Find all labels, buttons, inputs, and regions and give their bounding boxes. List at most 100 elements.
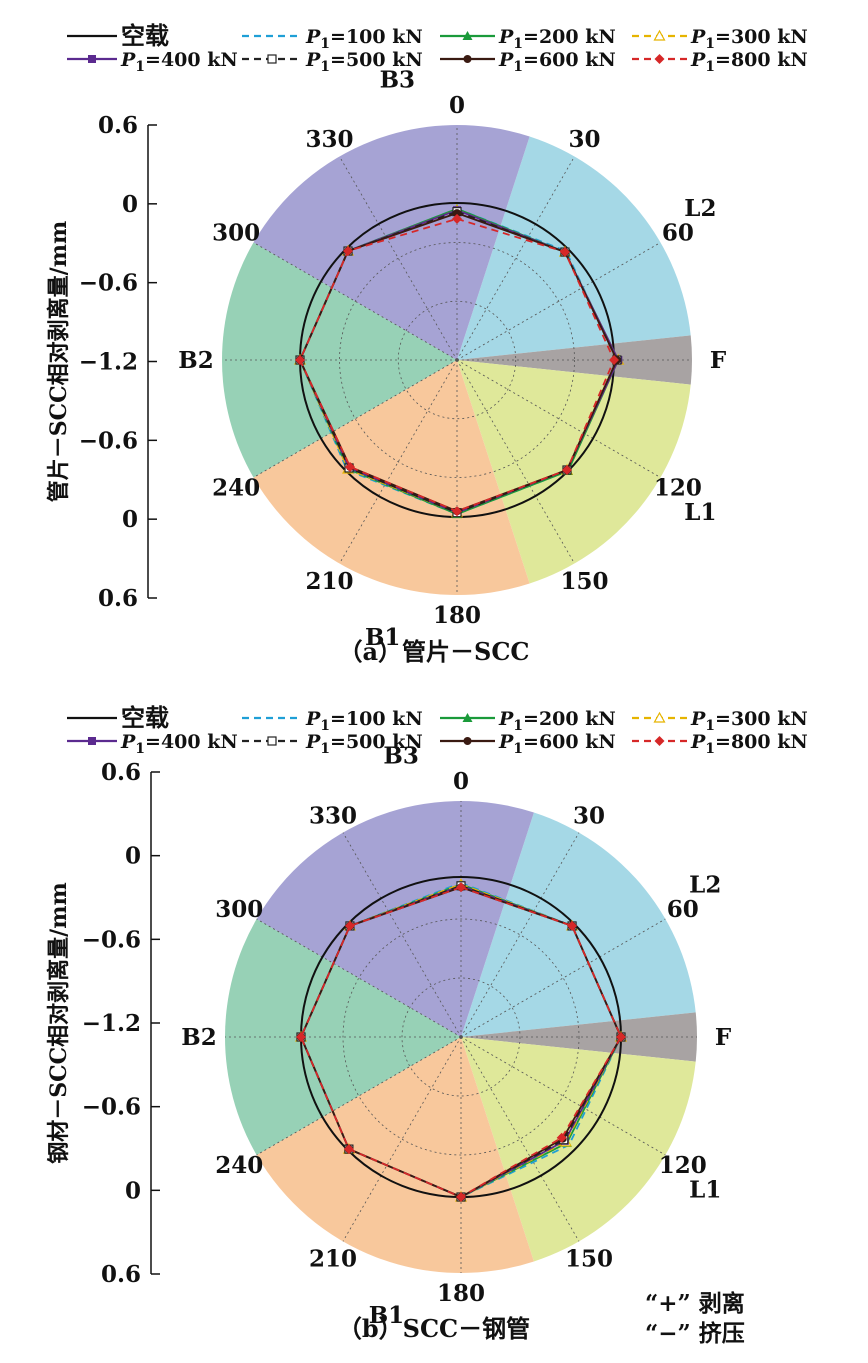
sector-L2 [457,136,691,360]
figure-caption: （a）管片－SCC [338,637,529,666]
angle-tick-label: 120 [659,1152,707,1179]
angle-tick-label: 120 [654,475,702,502]
series-point [561,464,572,475]
grid-spoke [339,359,458,564]
grid-spoke [456,156,575,361]
sector-label-L2: L2 [684,195,716,222]
legend-label: 空载 [121,21,169,50]
panel-1: 0.6 0 −0.6 −1.2 −0.6 0 0.6 钢材－SCC相对剥离量/mm 0 30 60 1… [46,742,732,1343]
legend-label: P1=500 kN [305,731,423,757]
sector-B1 [253,360,530,595]
angle-tick-label: 0 [449,92,465,119]
radial-tick-label: 0 [122,191,138,218]
figure-caption: （b）SCC－钢管 [338,1314,530,1343]
series-point [556,1132,567,1143]
sector-L1 [461,1037,696,1262]
angle-tick-label: 240 [215,1152,263,1179]
sector-B2 [221,242,457,478]
grid-spoke [256,1036,462,1156]
grid-spoke [253,359,458,478]
angle-tick-label: 210 [305,568,353,595]
angle-tick-label: 330 [309,802,357,829]
grid-spoke [256,918,462,1038]
radial-tick-label: 0.6 [98,112,138,139]
grid-spoke [253,242,458,361]
radial-tick-label: −0.6 [82,1094,141,1121]
angle-tick-label: 180 [437,1280,485,1307]
y-axis-label: 钢材－SCC相对剥离量/mm [46,882,72,1164]
angle-tick-label: 300 [212,220,260,247]
series-point [456,882,466,893]
legend-marker [267,736,277,746]
angle-tick-label: 240 [212,475,260,502]
sector-label-B1: B1 [365,624,400,651]
legend-marker [463,737,472,745]
sector-label-L1: L1 [684,499,716,526]
radial-tick-label: 0.6 [101,759,141,786]
legend-1: 空载 P1=100 kN P1=200 kN P1=300 kN P1=400 kN P1… [67,703,808,757]
angle-tick-label: 180 [433,602,481,629]
legend-marker [462,713,473,722]
angle-tick-label: 150 [565,1246,613,1273]
radial-tick-label: 0 [125,843,141,870]
series-point [456,1192,466,1202]
series-point [296,1032,306,1042]
angle-tick-label: 150 [560,568,608,595]
legend-marker [654,54,665,64]
sector-label-B2: B2 [181,1024,216,1051]
legend-label: P1=100 kN [305,708,423,734]
legend-marker [653,711,666,723]
grid-circle [397,300,517,420]
series-point [567,920,578,931]
radial-tick-label: −0.6 [79,270,138,297]
legend-marker [88,55,96,63]
sign-note-line1: “+” 剥离 [645,1290,745,1317]
sector-label-F: F [715,1024,732,1051]
grid-spoke [460,832,580,1038]
legend-marker [267,54,277,64]
grid-spoke [456,359,575,564]
series-point [616,1032,626,1042]
legend-marker [88,737,96,745]
angle-tick-label: 60 [667,896,699,923]
grid-spoke [456,359,661,478]
legend-label: P1=800 kN [690,49,808,75]
sector-L2 [461,812,696,1037]
angle-tick-label: 330 [305,126,353,153]
grid-spoke [460,1036,580,1242]
legend-0: 空载 P1=100 kN P1=200 kN P1=300 kN P1=400 kN P1… [67,21,808,75]
sector-label-F: F [710,347,727,374]
legend-label: P1=300 kN [690,26,808,52]
radial-tick-label: −0.6 [82,926,141,953]
legend-label: P1=800 kN [690,731,808,757]
legend-label: 空载 [121,703,169,732]
grid-spoke [460,1036,666,1156]
angle-tick-label: 60 [662,220,694,247]
angle-tick-label: 30 [573,802,605,829]
series-point [344,920,355,931]
series-point [452,213,462,224]
legend-marker [463,55,472,63]
series-point [559,247,570,258]
sector-B1 [256,1037,534,1273]
sector-label-B1: B1 [369,1302,404,1329]
grid-spoke [456,242,661,361]
radial-tick-label: −0.6 [79,427,138,454]
legend-label: P1=400 kN [120,49,238,75]
grid-spoke [342,1036,462,1242]
sector-L1 [457,360,691,584]
radial-tick-label: −1.2 [82,1010,141,1037]
series-point [609,355,619,365]
series-point [295,355,305,365]
grid-spoke [339,156,458,361]
radial-tick-label: 0 [125,1177,141,1204]
y-axis-label: 管片－SCC相对剥离量/mm [46,221,72,503]
sector-label-L2: L2 [689,871,721,898]
radial-tick-label: 0.6 [101,1261,141,1288]
sign-note-line2: “−” 挤压 [645,1320,745,1347]
angle-tick-label: 0 [453,768,469,795]
legend-label: P1=600 kN [498,731,616,757]
series-point [345,461,356,472]
radial-tick-label: 0 [122,506,138,533]
